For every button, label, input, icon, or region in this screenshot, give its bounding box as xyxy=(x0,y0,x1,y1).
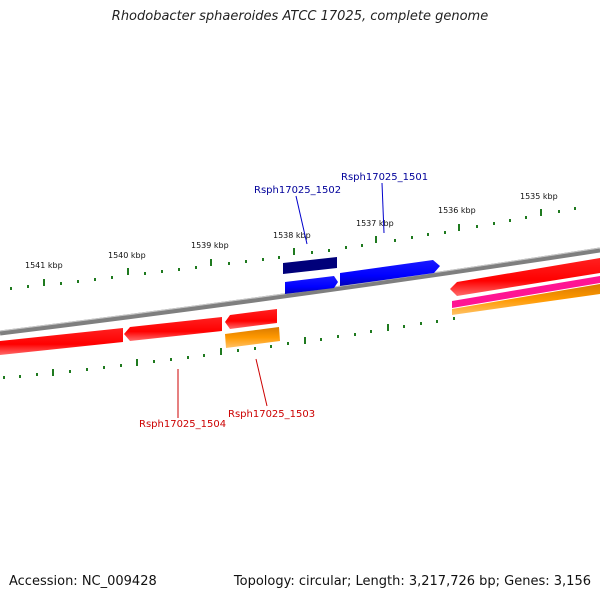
scale-tick xyxy=(127,268,129,275)
scale-dot xyxy=(94,278,96,281)
scale-dot xyxy=(394,239,396,242)
scale-label-1541: 1541 kbp xyxy=(25,261,63,270)
scale-dot xyxy=(144,272,146,275)
scale-dot xyxy=(574,207,576,210)
scale-tick xyxy=(43,279,45,286)
scale-dot xyxy=(10,287,12,290)
scale-dot xyxy=(203,354,205,357)
scale-dot xyxy=(77,280,79,283)
scale-dot xyxy=(427,233,429,236)
gene-reverse-left[interactable] xyxy=(124,317,222,341)
gene-label-1503[interactable]: Rsph17025_1503 xyxy=(228,409,315,420)
scale-dot xyxy=(509,219,511,222)
scale-dot xyxy=(558,210,560,213)
scale-label-1536: 1536 kbp xyxy=(438,206,476,215)
gene-rsph17025-1503-orange[interactable] xyxy=(225,327,280,348)
scale-dot xyxy=(320,338,322,341)
scale-lower xyxy=(3,317,455,379)
scale-dot xyxy=(27,285,29,288)
scale-tick xyxy=(458,224,460,231)
scale-dot xyxy=(228,262,230,265)
scale-upper xyxy=(10,207,576,290)
leader-line-1503 xyxy=(255,358,268,407)
map-title: Rhodobacter sphaeroides ATCC 17025, comp… xyxy=(111,9,489,24)
gene-rsph17025-1502[interactable] xyxy=(285,276,338,294)
accession-text: Accession: NC_009428 xyxy=(9,574,157,589)
scale-label-1537: 1537 kbp xyxy=(356,219,394,228)
gene-label-1501[interactable]: Rsph17025_1501 xyxy=(341,172,428,183)
leader-line-1502 xyxy=(295,195,308,245)
scale-dot xyxy=(337,335,339,338)
scale-dot xyxy=(403,325,405,328)
scale-dot xyxy=(345,246,347,249)
gene-right-orange[interactable] xyxy=(452,284,600,315)
scale-dot xyxy=(411,236,413,239)
scale-dot xyxy=(453,317,455,320)
scale-dot xyxy=(311,251,313,254)
scale-dot xyxy=(237,349,239,352)
scale-tick xyxy=(136,359,138,366)
scale-dot xyxy=(354,333,356,336)
scale-tick xyxy=(375,236,377,243)
gene-label-1504[interactable]: Rsph17025_1504 xyxy=(139,419,226,430)
scale-dot xyxy=(444,231,446,234)
gene-right-red[interactable] xyxy=(450,258,600,296)
scale-dot xyxy=(270,345,272,348)
scale-dot xyxy=(86,368,88,371)
scale-tick xyxy=(210,259,212,266)
scale-dot xyxy=(287,342,289,345)
scale-dot xyxy=(161,270,163,273)
scale-tick xyxy=(220,348,222,355)
scale-dot xyxy=(120,364,122,367)
scale-dot xyxy=(278,256,280,259)
scale-dot xyxy=(170,358,172,361)
scale-dot xyxy=(36,373,38,376)
gene-rsph17025-1504[interactable] xyxy=(0,328,123,355)
scale-dot xyxy=(476,225,478,228)
gene-rsph17025-1502-dark[interactable] xyxy=(283,257,337,274)
scale-tick xyxy=(52,369,54,376)
scale-dot xyxy=(3,376,5,379)
scale-label-1535: 1535 kbp xyxy=(520,192,558,201)
scale-dot xyxy=(254,347,256,350)
gene-right-pink[interactable] xyxy=(452,276,600,308)
scale-dot xyxy=(370,330,372,333)
scale-tick xyxy=(304,337,306,344)
scale-dot xyxy=(328,249,330,252)
scale-dot xyxy=(153,360,155,363)
scale-dot xyxy=(60,282,62,285)
scale-dot xyxy=(361,244,363,247)
scale-label-1538: 1538 kbp xyxy=(273,231,311,240)
scale-label-1540: 1540 kbp xyxy=(108,251,146,260)
leader-line-1501 xyxy=(381,182,385,234)
genome-summary-text: Topology: circular; Length: 3,217,726 bp… xyxy=(233,574,591,589)
scale-dot xyxy=(195,266,197,269)
gene-rsph17025-1501[interactable] xyxy=(340,260,440,286)
scale-dot xyxy=(420,322,422,325)
scale-dot xyxy=(245,260,247,263)
scale-dot xyxy=(19,375,21,378)
scale-dot xyxy=(262,258,264,261)
gene-label-1502[interactable]: Rsph17025_1502 xyxy=(254,185,341,196)
scale-dot xyxy=(111,276,113,279)
scale-tick xyxy=(387,324,389,331)
scale-dot xyxy=(525,216,527,219)
genome-backbone xyxy=(0,247,600,336)
scale-dot xyxy=(436,320,438,323)
scale-label-1539: 1539 kbp xyxy=(191,241,229,250)
scale-tick xyxy=(540,209,542,216)
scale-dot xyxy=(69,370,71,373)
scale-dot xyxy=(493,222,495,225)
scale-tick xyxy=(293,248,295,255)
scale-dot xyxy=(103,366,105,369)
scale-dot xyxy=(187,356,189,359)
scale-dot xyxy=(178,268,180,271)
gene-rsph17025-1503-red[interactable] xyxy=(225,309,277,329)
